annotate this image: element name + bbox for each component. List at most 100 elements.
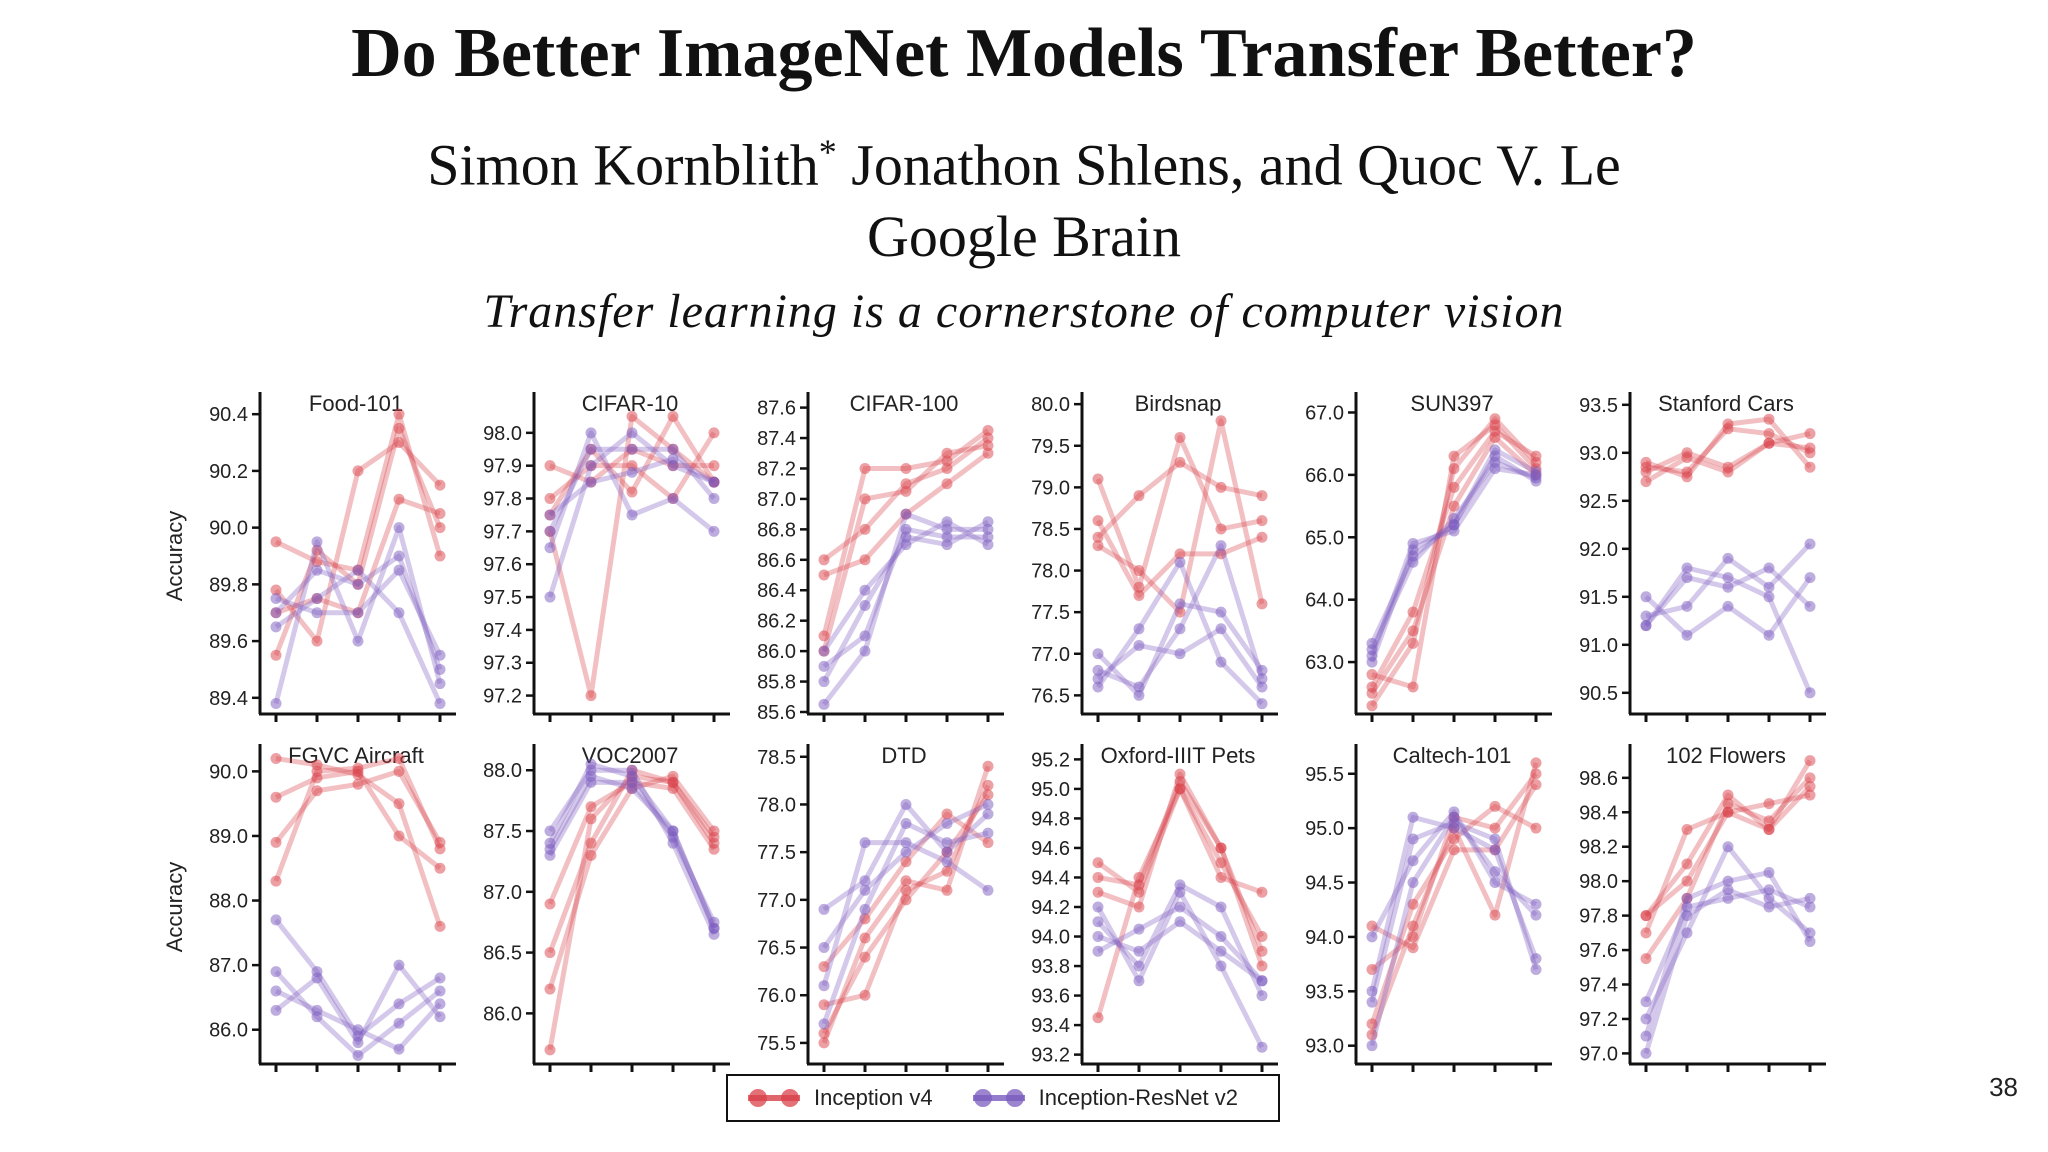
data-point — [352, 778, 364, 790]
data-point — [1489, 444, 1501, 456]
data-point — [900, 523, 912, 535]
data-point — [393, 422, 405, 434]
data-point — [1722, 884, 1734, 896]
y-tick-label: 90.0 — [209, 518, 248, 540]
data-point — [1681, 447, 1693, 459]
data-point — [1256, 515, 1268, 527]
data-point — [393, 798, 405, 810]
data-point — [1366, 700, 1378, 712]
data-point — [667, 443, 679, 455]
data-point — [1640, 1013, 1652, 1025]
chart-title: SUN397 — [1410, 391, 1493, 416]
data-point — [859, 875, 871, 887]
data-point — [311, 593, 323, 605]
data-point — [1407, 556, 1419, 568]
data-point — [393, 564, 405, 576]
data-point — [626, 427, 638, 439]
data-point — [1092, 540, 1104, 552]
data-point — [544, 525, 556, 537]
data-point — [708, 831, 720, 843]
data-point — [1092, 673, 1104, 685]
y-tick-label: 88.0 — [483, 760, 522, 782]
y-tick-label: 86.0 — [757, 641, 796, 663]
data-point — [859, 462, 871, 474]
data-point — [1448, 817, 1460, 829]
data-point — [859, 493, 871, 505]
data-point — [544, 1044, 556, 1056]
data-point — [982, 424, 994, 436]
data-point — [982, 516, 994, 528]
data-point — [1530, 822, 1542, 834]
series-inception-v4 — [1092, 768, 1268, 1024]
series-inception-v4 — [1640, 413, 1816, 488]
data-point — [900, 818, 912, 830]
data-point — [1407, 625, 1419, 637]
data-point — [859, 903, 871, 915]
data-point — [1681, 892, 1693, 904]
data-point — [1092, 515, 1104, 527]
data-point — [1407, 877, 1419, 889]
data-point — [544, 983, 556, 995]
legend-swatch-purple — [972, 1089, 1025, 1107]
y-tick-label: 87.0 — [757, 489, 796, 511]
y-tick-label: 97.0 — [1579, 1043, 1618, 1065]
series-line — [274, 918, 442, 1039]
data-point — [1804, 428, 1816, 440]
data-point — [818, 630, 830, 642]
data-point — [434, 1011, 446, 1023]
series-inception-resnet-v2 — [1092, 879, 1268, 1053]
data-point — [626, 782, 638, 794]
data-point — [1366, 656, 1378, 668]
data-point — [900, 508, 912, 520]
series-inception-resnet-v2 — [1640, 538, 1816, 699]
data-point — [1407, 811, 1419, 823]
data-point — [900, 884, 912, 896]
data-point — [1366, 669, 1378, 681]
chart-panel: 86.0 86.5 87.0 87.5 88.0 VOC2007 — [483, 743, 730, 1072]
data-point — [1215, 606, 1227, 618]
data-point — [434, 507, 446, 519]
series-inception-resnet-v2 — [270, 522, 446, 709]
data-point — [1174, 901, 1186, 913]
data-point — [1092, 664, 1104, 676]
data-point — [859, 932, 871, 944]
y-tick-label: 63.0 — [1305, 652, 1344, 674]
y-tick-label: 66.0 — [1305, 465, 1344, 487]
data-point — [1407, 920, 1419, 932]
data-point — [1448, 519, 1460, 531]
data-point — [311, 1004, 323, 1016]
data-point — [1215, 623, 1227, 635]
data-point — [1722, 841, 1734, 853]
data-point — [1804, 538, 1816, 550]
data-point — [1489, 419, 1501, 431]
data-point — [1489, 833, 1501, 845]
series-inception-v4 — [1640, 755, 1816, 965]
y-tick-label: 76.0 — [757, 985, 796, 1007]
data-point — [585, 460, 597, 472]
data-point — [1133, 623, 1145, 635]
y-tick-label: 86.4 — [757, 580, 796, 602]
data-point — [1256, 945, 1268, 957]
series-line — [1095, 889, 1265, 1049]
data-point — [1256, 698, 1268, 710]
y-tick-label: 88.0 — [209, 891, 248, 913]
data-point — [1804, 927, 1816, 939]
data-point — [982, 798, 994, 810]
data-point — [1448, 844, 1460, 856]
y-tick-label: 98.0 — [1579, 871, 1618, 893]
data-point — [393, 752, 405, 764]
chart-title: VOC2007 — [582, 743, 679, 768]
data-point — [982, 760, 994, 772]
y-tick-label: 90.2 — [209, 461, 248, 483]
data-point — [1407, 833, 1419, 845]
y-tick-label: 95.5 — [1305, 764, 1344, 786]
data-point — [393, 1043, 405, 1055]
data-point — [1366, 644, 1378, 656]
y-tick-label: 97.8 — [483, 489, 522, 511]
data-point — [1804, 442, 1816, 454]
chart-panel: 63.0 64.0 65.0 66.0 67.0 SUN397 — [1305, 391, 1552, 722]
data-point — [941, 531, 953, 543]
series-inception-v4 — [818, 760, 994, 1049]
data-point — [818, 676, 830, 688]
y-tick-label: 94.2 — [1031, 897, 1070, 919]
